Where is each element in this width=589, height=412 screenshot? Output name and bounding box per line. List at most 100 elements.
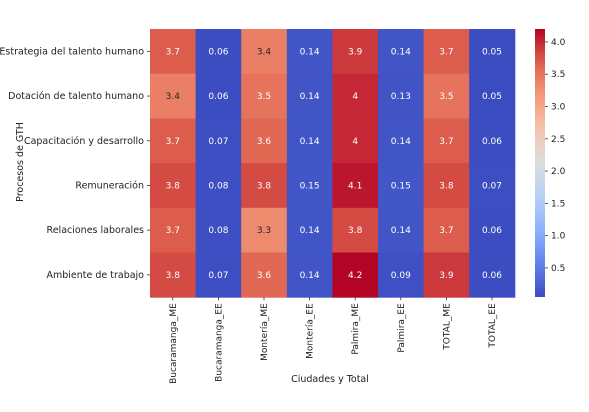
cell-value-label: 0.09 [391,271,411,281]
heatmap-cell [195,252,242,298]
cell-value-label: 3.7 [166,47,180,57]
heatmap-cell [150,29,197,75]
colorbar-tick-label: 4.0 [551,38,566,48]
heatmap-cell [195,73,242,119]
x-tick-label: TOTAL_ME [442,303,452,351]
heatmap-cell [195,207,242,253]
heatmap-cell [150,252,197,298]
cell-value-label: 0.07 [208,271,228,281]
cell-value-label: 0.08 [208,226,228,236]
heatmap-cell [378,118,425,164]
cell-value-label: 3.7 [439,47,453,57]
heatmap-cell [469,118,516,164]
x-tick-label: TOTAL_EE [488,303,498,349]
cell-value-label: 0.14 [300,226,320,236]
heatmap-cell [150,163,197,209]
colorbar-tick-label: 3.5 [551,70,565,80]
heatmap-cell [423,252,470,298]
heatmap-cell [150,207,197,253]
heatmap-cell [469,252,516,298]
heatmap-cell [286,163,333,209]
cell-value-label: 0.08 [208,181,228,191]
x-tick-labels: Bucaramanga_ME Bucaramanga_EE Montería_ME M… [169,297,498,384]
heatmap-cell [423,73,470,119]
cell-value-label: 0.06 [482,226,502,236]
x-axis-title: Ciudades y Total [291,374,369,385]
cell-value-label: 3.8 [439,181,454,191]
heatmap-cell [332,163,379,209]
heatmap-cell [241,118,288,164]
cell-value-label: 3.7 [439,137,453,147]
x-tick-label: Palmira_ME [351,303,361,355]
cell-value-label: 3.9 [439,271,454,281]
cell-value-label: 0.05 [482,92,502,102]
cell-value-label: 3.7 [439,226,453,236]
cell-value-label: 4.1 [348,181,362,191]
cell-value-label: 0.07 [208,137,228,147]
cell-value-label: 4 [352,137,358,147]
cell-value-label: 0.14 [300,271,320,281]
y-tick-label: Ambiente de trabajo [46,270,144,281]
heatmap-cell [469,29,516,75]
heatmap-cell [195,163,242,209]
heatmap-cell [469,163,516,209]
x-tick-label: Montería_ME [260,303,270,361]
heatmap-cell [286,118,333,164]
cell-value-label: 0.14 [391,137,411,147]
heatmap-cell [241,163,288,209]
cell-value-label: 3.7 [166,137,180,147]
colorbar-tick-label: 1.5 [551,199,565,209]
heatmap-cell [469,73,516,119]
heatmap-cell [286,73,333,119]
heatmap-cell [241,252,288,298]
colorbar [535,29,545,297]
cell-value-label: 3.6 [257,271,272,281]
heatmap-cell [195,29,242,75]
x-tick-label: Bucaramanga_ME [169,303,179,384]
cell-value-label: 3.7 [166,226,180,236]
heatmap-cell [150,118,197,164]
cell-value-label: 3.8 [166,181,181,191]
cell-value-label: 0.05 [482,47,502,57]
cell-value-label: 4 [352,92,358,102]
cell-value-label: 4.2 [348,271,362,281]
cell-value-label: 0.14 [300,92,320,102]
x-tick-label: Montería_EE [306,303,316,359]
cell-value-label: 0.14 [391,226,411,236]
colorbar-tick-label: 2.0 [551,167,566,177]
heatmap-cell [241,73,288,119]
colorbar-tick-label: 3.0 [551,102,566,112]
y-tick-label: Relaciones laborales [47,225,145,236]
colorbar-tick-label: 0.5 [551,264,565,274]
heatmap-cell [332,73,379,119]
cell-value-label: 0.13 [391,92,411,102]
cell-value-label: 3.4 [166,92,181,102]
cell-value-label: 3.8 [348,226,363,236]
cell-value-label: 3.4 [257,47,272,57]
colorbar-tick-label: 1.0 [551,232,566,242]
heatmap-cell [423,163,470,209]
y-tick-label: Estrategia del talento humano [0,46,144,57]
heatmap-cell [332,118,379,164]
heatmap-cell [423,29,470,75]
heatmap-cell [150,73,197,119]
cell-value-label: 0.14 [300,137,320,147]
cell-value-label: 3.9 [348,47,363,57]
cell-value-label: 0.14 [300,47,320,57]
heatmap-cell [423,118,470,164]
heatmap-cell [332,207,379,253]
cell-value-label: 0.06 [208,47,228,57]
cell-value-label: 3.3 [257,226,271,236]
y-tick-label: Remuneración [75,180,144,191]
heatmap-cell [423,207,470,253]
heatmap-cell [378,207,425,253]
heatmap-cell [286,207,333,253]
cell-value-label: 3.5 [439,92,453,102]
heatmap-cells: 3.7 0.06 3.4 0.14 3.9 0.14 3.7 0.05 3.4 0.06 3.5 0.… [150,29,516,298]
heatmap-cell [378,163,425,209]
cell-value-label: 0.15 [391,181,411,191]
heatmap-cell [469,207,516,253]
cell-value-label: 0.06 [482,137,502,147]
heatmap-cell [241,207,288,253]
